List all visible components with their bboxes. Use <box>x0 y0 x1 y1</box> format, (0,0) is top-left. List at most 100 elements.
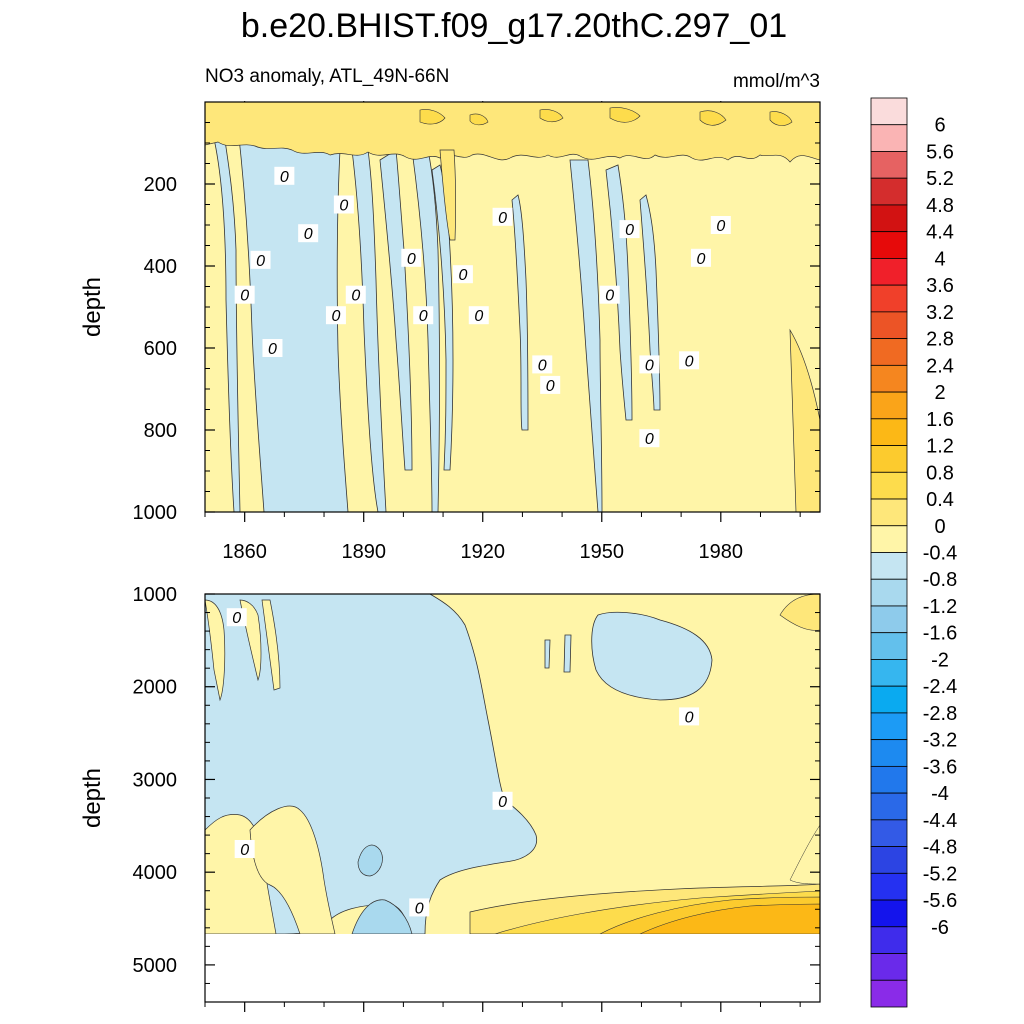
lower-contour-labels: 0 0 0 0 0 <box>226 608 700 917</box>
upper-ytick-label: 200 <box>144 174 177 196</box>
colorbar-label: 2.8 <box>926 329 954 351</box>
upper-positive-band <box>205 102 820 512</box>
colorbar-label: -6 <box>931 917 949 939</box>
upper-yticks: 200 400 600 800 1000 <box>133 122 820 524</box>
colorbar-swatch <box>870 792 908 821</box>
lower-xticks <box>204 1002 801 1012</box>
colorbar-label: 4 <box>934 248 945 270</box>
upper-contour-label: 0 <box>605 288 614 305</box>
colorbar-label: -4.8 <box>923 837 957 859</box>
upper-contour-label: 0 <box>697 251 706 268</box>
colorbar-swatch <box>870 552 908 580</box>
colorbar: 6 5.6 5.2 4.8 4.4 4 3.6 3.2 2.8 2.4 2 1.6 1.2 0.8 0.4 0… <box>870 97 957 1008</box>
colorbar-swatch <box>870 445 908 473</box>
upper-contour-label-box <box>710 216 731 234</box>
colorbar-label: -2 <box>931 649 949 671</box>
colorbar-swatch <box>870 685 908 714</box>
colorbar-swatch <box>870 659 908 687</box>
upper-contour-label-box <box>333 195 354 214</box>
upper-contour-label-box <box>639 429 660 448</box>
colorbar-swatch <box>870 846 908 874</box>
upper-contour-label: 0 <box>625 222 634 239</box>
upper-contour-label: 0 <box>645 431 654 448</box>
upper-xticks: 1860 1890 1920 1950 1980 <box>204 101 801 563</box>
colorbar-label: 5.6 <box>926 141 954 163</box>
colorbar-swatch <box>870 311 908 340</box>
lower-field <box>205 594 820 934</box>
colorbar-swatch <box>870 979 908 1008</box>
upper-contour-label: 0 <box>339 198 348 215</box>
upper-contour-label-box <box>679 351 700 370</box>
colorbar-swatch <box>870 605 908 634</box>
upper-field <box>205 102 820 512</box>
upper-contour-label-box <box>298 224 319 243</box>
upper-contour-label-box <box>599 285 620 304</box>
colorbar-swatch <box>870 525 908 553</box>
colorbar-swatch <box>870 953 908 981</box>
colorbar-swatch <box>870 872 908 901</box>
upper-ylabel: depth <box>79 277 106 337</box>
upper-contour-label-box <box>325 306 346 325</box>
lower-ytick-label: 4000 <box>133 862 178 884</box>
upper-contour-label: 0 <box>256 253 265 270</box>
colorbar-swatch <box>870 231 908 259</box>
colorbar-label: -5.2 <box>923 863 957 885</box>
upper-contour-label-box <box>345 285 366 304</box>
colorbar-swatch <box>870 391 908 420</box>
colorbar-swatch <box>870 204 908 233</box>
upper-contour-label-box <box>540 375 561 394</box>
panel-units: mmol/m^3 <box>733 71 820 92</box>
colorbar-swatch <box>870 151 908 179</box>
colorbar-label: 6 <box>934 115 945 137</box>
lower-contour-label: 0 <box>498 794 507 811</box>
colorbar-swatch <box>870 739 908 767</box>
colorbar-label: 3.6 <box>926 275 954 297</box>
lower-contour-label-box <box>226 608 247 627</box>
colorbar-swatch <box>870 258 908 286</box>
lower-no-data-area <box>205 934 820 1002</box>
lower-positive-islands <box>205 599 336 934</box>
colorbar-swatch <box>870 819 908 847</box>
colorbar-swatch <box>870 471 908 500</box>
upper-xtick-label: 1980 <box>699 541 744 563</box>
colorbar-label: 5.2 <box>926 168 954 190</box>
colorbar-label: -0.8 <box>923 569 957 591</box>
lower-yticks: 1000 2000 3000 4000 5000 <box>133 584 820 984</box>
upper-contour-label: 0 <box>538 357 547 374</box>
figure-title: b.e20.BHIST.f09_g17.20thC.297_01 <box>241 7 787 45</box>
colorbar-swatch <box>870 97 908 126</box>
upper-contour-label-box <box>690 248 711 267</box>
colorbar-swatch <box>870 498 908 527</box>
upper-contour-label: 0 <box>407 251 416 268</box>
lower-ylabel: depth <box>79 768 106 828</box>
panel-title-left: NO3 anomaly, ATL_49N-66N <box>205 66 449 87</box>
upper-ytick-label: 600 <box>144 338 177 360</box>
colorbar-swatch <box>870 899 908 928</box>
colorbar-swatch <box>870 578 908 607</box>
colorbar-swatch <box>870 124 908 152</box>
colorbar-swatch <box>870 364 908 393</box>
colorbar-label: 2 <box>934 382 945 404</box>
lower-ytick-label: 3000 <box>133 769 178 791</box>
upper-contour-label: 0 <box>331 308 340 325</box>
upper-negative-regions <box>211 119 661 512</box>
upper-contour-label: 0 <box>268 341 277 358</box>
colorbar-swatch <box>870 926 908 954</box>
upper-xtick-label: 1890 <box>341 541 386 563</box>
colorbar-label: 1.6 <box>926 409 954 431</box>
colorbar-swatch <box>870 338 908 366</box>
lower-contour-label-box <box>679 707 700 726</box>
upper-ytick-label: 800 <box>144 420 177 442</box>
lower-contour-label: 0 <box>415 900 424 917</box>
colorbar-swatch <box>870 765 908 794</box>
lower-contour-label-box <box>234 840 255 858</box>
upper-contour-label-box <box>619 220 640 239</box>
upper-contour-label: 0 <box>458 267 467 284</box>
upper-xtick-label: 1860 <box>222 541 267 563</box>
lower-contour-label: 0 <box>232 610 241 627</box>
colorbar-label: -5.6 <box>923 890 957 912</box>
upper-contour-label: 0 <box>351 288 360 305</box>
lower-ytick-label: 1000 <box>133 584 178 606</box>
